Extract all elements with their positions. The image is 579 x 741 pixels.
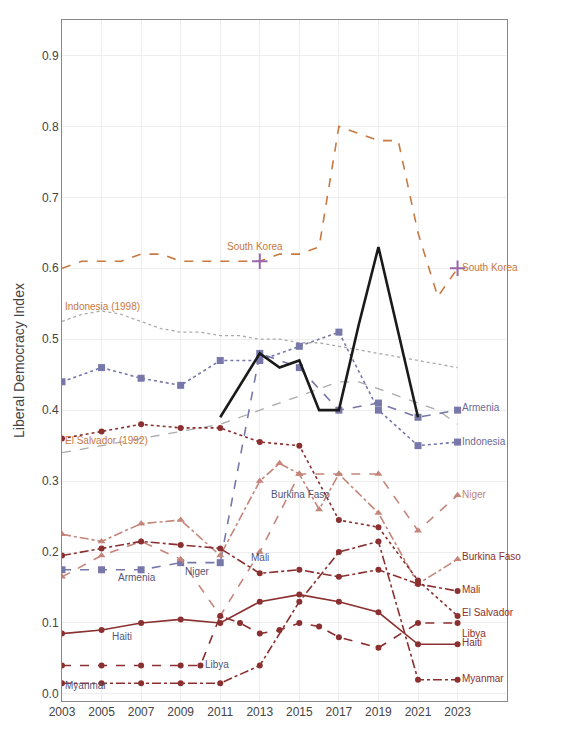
svg-text:2023: 2023 bbox=[444, 705, 471, 719]
svg-text:2009: 2009 bbox=[167, 705, 194, 719]
svg-text:Indonesia (1998): Indonesia (1998) bbox=[65, 301, 140, 312]
svg-text:El Salvador: El Salvador bbox=[462, 607, 514, 618]
svg-text:Haiti: Haiti bbox=[112, 631, 132, 642]
svg-text:Libya: Libya bbox=[462, 628, 486, 639]
svg-text:Mali: Mali bbox=[462, 584, 480, 595]
svg-text:Liberal Democracy Index: Liberal Democracy Index bbox=[11, 283, 27, 438]
svg-text:0.3: 0.3 bbox=[42, 474, 59, 488]
svg-text:Myanmar: Myanmar bbox=[65, 680, 107, 691]
svg-text:0.5: 0.5 bbox=[42, 332, 59, 346]
svg-text:Libya: Libya bbox=[205, 659, 229, 670]
svg-text:0.4: 0.4 bbox=[42, 403, 59, 417]
svg-text:El Salvador (1992): El Salvador (1992) bbox=[65, 435, 148, 446]
svg-text:Haiti: Haiti bbox=[462, 637, 482, 648]
svg-text:Indonesia: Indonesia bbox=[462, 436, 506, 447]
svg-text:Myanmar: Myanmar bbox=[462, 673, 504, 684]
svg-text:0.6: 0.6 bbox=[42, 261, 59, 275]
svg-text:2003: 2003 bbox=[49, 705, 76, 719]
svg-text:2005: 2005 bbox=[88, 705, 115, 719]
svg-text:Burkina Faso: Burkina Faso bbox=[462, 551, 521, 562]
svg-text:0.8: 0.8 bbox=[42, 120, 59, 134]
svg-text:South Korea: South Korea bbox=[227, 241, 283, 252]
svg-text:0.0: 0.0 bbox=[42, 687, 59, 701]
svg-text:Armenia: Armenia bbox=[118, 572, 156, 583]
svg-text:0.2: 0.2 bbox=[42, 545, 59, 559]
svg-text:Niger: Niger bbox=[185, 566, 210, 577]
svg-text:0.9: 0.9 bbox=[42, 49, 59, 63]
svg-text:2021: 2021 bbox=[405, 705, 432, 719]
svg-text:Mali: Mali bbox=[251, 552, 269, 563]
svg-text:Niger: Niger bbox=[462, 489, 487, 500]
svg-text:0.7: 0.7 bbox=[42, 191, 59, 205]
svg-text:Armenia: Armenia bbox=[462, 402, 500, 413]
svg-text:2017: 2017 bbox=[326, 705, 353, 719]
svg-text:2013: 2013 bbox=[246, 705, 273, 719]
svg-text:2019: 2019 bbox=[365, 705, 392, 719]
svg-text:Burkina Faso: Burkina Faso bbox=[271, 489, 330, 500]
svg-text:2007: 2007 bbox=[128, 705, 155, 719]
svg-text:0.1: 0.1 bbox=[42, 616, 59, 630]
svg-text:South Korea: South Korea bbox=[462, 262, 518, 273]
svg-text:2015: 2015 bbox=[286, 705, 313, 719]
svg-text:2011: 2011 bbox=[207, 705, 233, 719]
